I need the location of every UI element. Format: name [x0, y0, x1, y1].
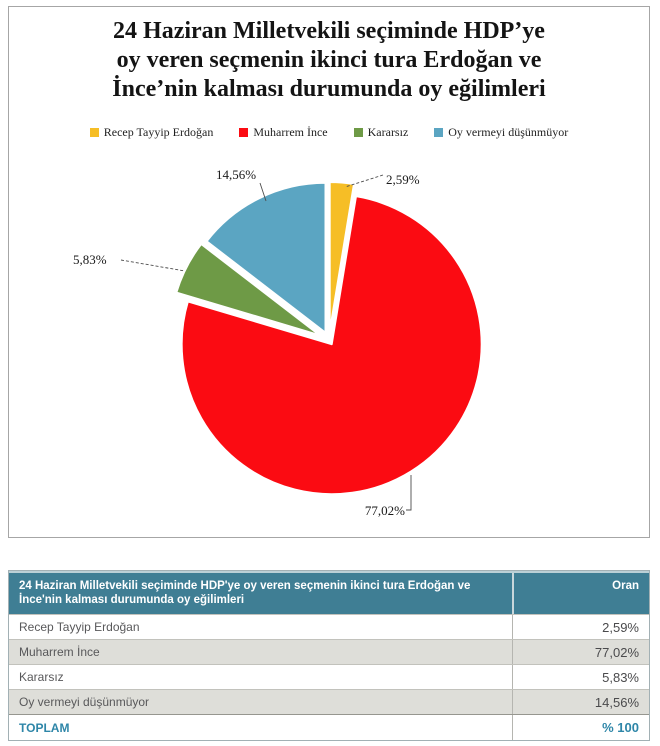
- pie-slice-label: 77,02%: [365, 503, 405, 518]
- legend-item-3: Oy vermeyi düşünmüyor: [434, 125, 568, 140]
- chart-legend: Recep Tayyip Erdoğan Muharrem İnce Kararsı…: [9, 125, 649, 140]
- table-body: Recep Tayyip Erdoğan 2,59% Muharrem İnce 77…: [9, 614, 649, 714]
- pie-chart: 2,59% 77,02% 5,83% 14,56%: [73, 167, 483, 518]
- table-header-oran: Oran: [512, 573, 649, 614]
- legend-swatch-icon: [239, 128, 249, 137]
- legend-item-1: Muharrem İnce: [239, 125, 328, 140]
- chart-title-line-1: 24 Haziran Milletvekili seçiminde HDP’ye: [113, 18, 545, 44]
- pie-leader-line: [406, 475, 412, 511]
- row-value: 5,83%: [512, 665, 649, 689]
- chart-title-line-3: İnce’nin kalması durumunda oy eğilimleri: [112, 76, 546, 102]
- chart-title-line-2: oy veren seçmenin ikinci tura Erdoğan ve: [116, 47, 542, 73]
- row-label: Muharrem İnce: [19, 645, 100, 659]
- pie-chart-panel: 24 Haziran Milletvekili seçiminde HDP’ye…: [8, 6, 650, 538]
- results-table: 24 Haziran Milletvekili seçiminde HDP'ye…: [8, 570, 650, 741]
- pie-slice-oy-vermeyi-dusunmuyor: [205, 181, 327, 334]
- row-value: 2,59%: [512, 615, 649, 639]
- row-label: Oy vermeyi düşünmüyor: [19, 695, 150, 709]
- table-row: Recep Tayyip Erdoğan 2,59%: [9, 614, 649, 639]
- chart-title: 24 Haziran Milletvekili seçiminde HDP’ye…: [9, 17, 649, 104]
- table-total-row: TOPLAM % 100: [9, 714, 649, 740]
- legend-swatch-icon: [89, 128, 99, 137]
- legend-label: Muharrem İnce: [253, 125, 328, 139]
- pie-leader-line: [120, 259, 186, 272]
- row-label: Recep Tayyip Erdoğan: [19, 620, 140, 634]
- legend-item-0: Recep Tayyip Erdoğan: [89, 125, 214, 140]
- table-header-title: 24 Haziran Milletvekili seçiminde HDP'ye…: [19, 580, 471, 606]
- pie-slice-label: 2,59%: [386, 172, 420, 187]
- pie-slice-ince: [180, 195, 483, 496]
- total-label: TOPLAM: [19, 720, 70, 735]
- pie-slice-label: 5,83%: [73, 252, 107, 267]
- table-row: Muharrem İnce 77,02%: [9, 639, 649, 664]
- table-row: Kararsız 5,83%: [9, 664, 649, 689]
- legend-label: Recep Tayyip Erdoğan: [103, 125, 214, 139]
- legend-swatch-icon: [353, 128, 363, 137]
- pie-leader-line: [344, 174, 384, 188]
- total-value: % 100: [512, 715, 649, 740]
- pie-slice-kararsiz: [175, 243, 322, 337]
- legend-swatch-icon: [434, 128, 444, 137]
- row-value: 14,56%: [512, 690, 649, 714]
- pie-slice-label: 14,56%: [216, 167, 256, 182]
- table-header-row: 24 Haziran Milletvekili seçiminde HDP'ye…: [9, 571, 649, 614]
- row-label: Kararsız: [19, 670, 64, 684]
- legend-item-2: Kararsız: [353, 125, 409, 140]
- pie-leader-line: [259, 182, 267, 202]
- table-row: Oy vermeyi düşünmüyor 14,56%: [9, 689, 649, 714]
- legend-label: Kararsız: [367, 125, 409, 139]
- row-value: 77,02%: [512, 640, 649, 664]
- legend-label: Oy vermeyi düşünmüyor: [448, 125, 569, 139]
